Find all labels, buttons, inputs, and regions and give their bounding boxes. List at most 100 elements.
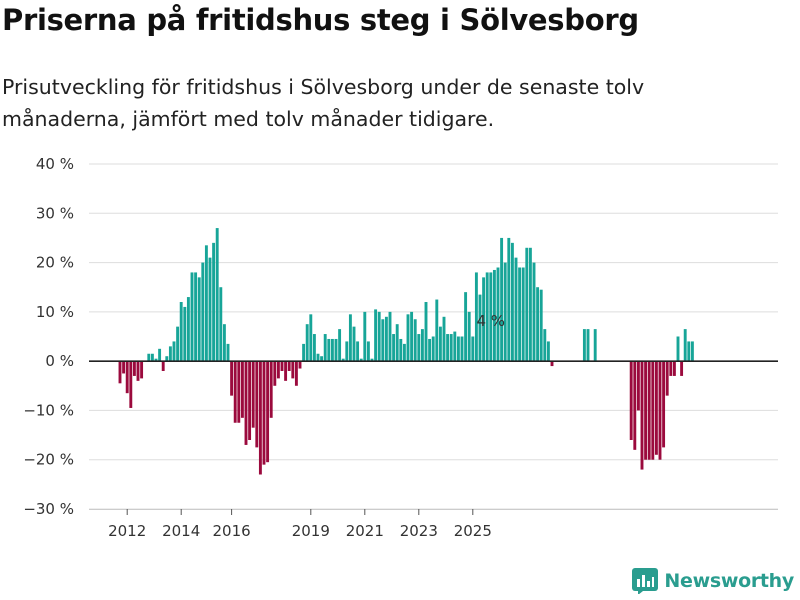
bar (384, 316, 388, 362)
bar (341, 358, 345, 362)
bar (482, 277, 486, 362)
bar (194, 272, 198, 362)
bar (489, 272, 493, 362)
bar (215, 228, 219, 362)
x-tick-label: 2023 (400, 522, 438, 540)
bar (269, 361, 273, 418)
bar (118, 361, 122, 384)
bar (593, 329, 597, 362)
bar (676, 336, 680, 362)
bar (291, 361, 295, 379)
bar (435, 299, 439, 362)
bar (150, 353, 154, 362)
bar (212, 242, 216, 362)
bar (168, 346, 172, 362)
y-tick-label: 40 % (36, 155, 74, 173)
bar (276, 361, 280, 379)
bar (449, 334, 453, 362)
bar (582, 329, 586, 362)
bar (478, 294, 482, 362)
y-tick-label: 10 % (36, 303, 74, 321)
bar (294, 361, 298, 386)
bar (197, 277, 201, 362)
bar (665, 361, 669, 396)
x-tick-label: 2025 (454, 522, 492, 540)
bar (428, 338, 432, 362)
bar (395, 324, 399, 362)
bar (323, 334, 327, 362)
newsworthy-logo-icon (632, 568, 659, 594)
x-axis-labels: 2012 2014 2016 2019 2021 2023 2025 (108, 509, 492, 540)
bar (298, 361, 302, 369)
bar (399, 338, 403, 362)
bar (345, 341, 349, 362)
bar (154, 358, 158, 362)
bar (496, 267, 500, 362)
chart-subtitle: Prisutveckling för fritidshus i Sölvesbo… (2, 75, 645, 131)
bar (550, 361, 554, 367)
bar (464, 292, 468, 362)
bar (647, 361, 651, 460)
bar (183, 306, 187, 362)
bar (658, 361, 662, 460)
bar (471, 336, 475, 362)
bar (453, 331, 457, 362)
bar (287, 361, 291, 371)
bar (510, 242, 514, 362)
bar (262, 361, 266, 465)
bar (305, 324, 309, 362)
bar (528, 247, 532, 362)
y-tick-label: −20 % (23, 451, 74, 469)
bar (273, 361, 277, 386)
bar (402, 343, 406, 362)
bar (525, 247, 529, 362)
bar (233, 361, 237, 423)
bar (136, 361, 140, 381)
annotation-label: 4 % (477, 312, 506, 330)
chart-title: Priserna på fritidshus steg i Sölvesborg (2, 3, 639, 37)
bar (456, 336, 460, 362)
bar (122, 361, 126, 374)
bar (442, 316, 446, 362)
bar (381, 319, 385, 362)
bar (258, 361, 262, 475)
bar (176, 326, 180, 362)
bar (420, 329, 424, 362)
bar (244, 361, 248, 445)
bar (543, 329, 547, 362)
bar (284, 361, 288, 381)
bar (312, 334, 316, 362)
bar (392, 334, 396, 362)
bar (208, 257, 212, 362)
bar (492, 269, 496, 362)
bar (680, 361, 684, 376)
bar (280, 361, 284, 371)
bar (485, 272, 489, 362)
bar (521, 267, 525, 362)
y-tick-label: 30 % (36, 204, 74, 222)
bar (374, 309, 378, 362)
bar (363, 311, 367, 362)
bar (474, 272, 478, 362)
y-tick-label: 0 % (45, 352, 74, 370)
bar (438, 326, 442, 362)
bar (683, 329, 687, 362)
bar (356, 341, 360, 362)
bar (460, 336, 464, 362)
bar (186, 297, 190, 362)
bar (172, 341, 176, 362)
bar (316, 353, 320, 362)
bar (158, 348, 162, 362)
x-tick-label: 2014 (162, 522, 200, 540)
bar (140, 361, 144, 379)
bar (129, 361, 133, 408)
bar (377, 311, 381, 362)
x-axis (89, 360, 778, 510)
bar (338, 329, 342, 362)
bar (410, 311, 414, 362)
bar (359, 358, 363, 362)
bar (248, 361, 252, 440)
bar (132, 361, 136, 376)
bar (424, 302, 428, 362)
annotations: 4 % (477, 312, 506, 330)
